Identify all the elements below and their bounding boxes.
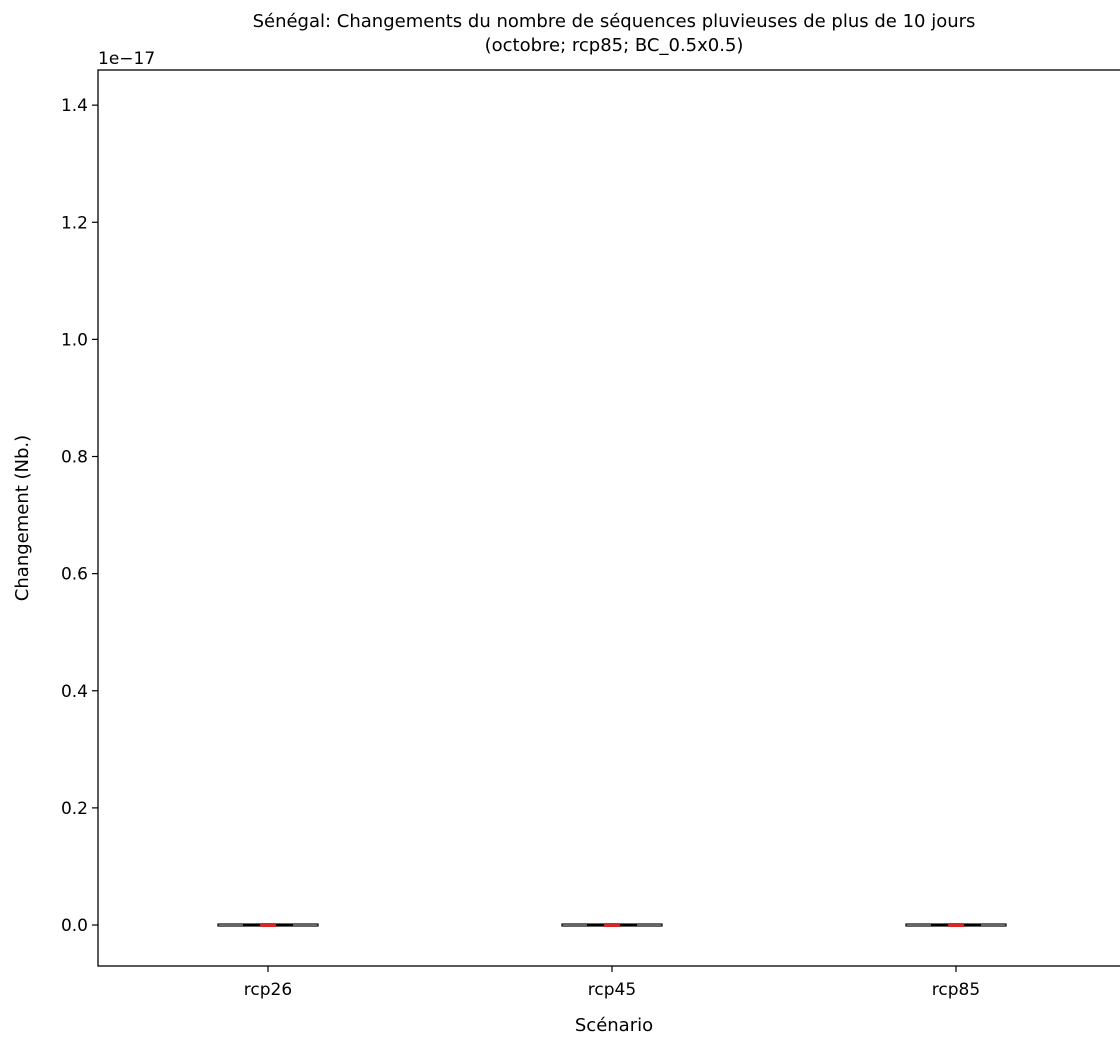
y-axis-label: Changement (Nb.) — [12, 435, 33, 601]
y-tick-label: 0.6 — [61, 565, 88, 585]
plot-frame — [97, 69, 1120, 967]
chart-title-line2: (octobre; rcp85; BC_0.5x0.5) — [485, 35, 744, 56]
y-tick-label: 1.4 — [61, 96, 88, 116]
y-tick-label: 0.8 — [61, 448, 88, 468]
y-tick-label: 1.2 — [61, 213, 88, 233]
chart-title-line1: Sénégal: Changements du nombre de séquen… — [253, 11, 976, 32]
x-tick-label: rcp26 — [244, 980, 292, 1000]
y-offset-label: 1e−17 — [98, 49, 155, 69]
x-tick-label: rcp45 — [588, 980, 636, 1000]
x-tick-label: rcp85 — [932, 980, 980, 1000]
y-tick-label: 0.4 — [61, 682, 88, 702]
y-tick-label: 0.2 — [61, 799, 88, 819]
plot-area — [217, 923, 1007, 928]
x-axis-label: Scénario — [575, 1015, 653, 1036]
y-tick-label: 0.0 — [61, 916, 88, 936]
y-tick-label: 1.0 — [61, 330, 88, 350]
